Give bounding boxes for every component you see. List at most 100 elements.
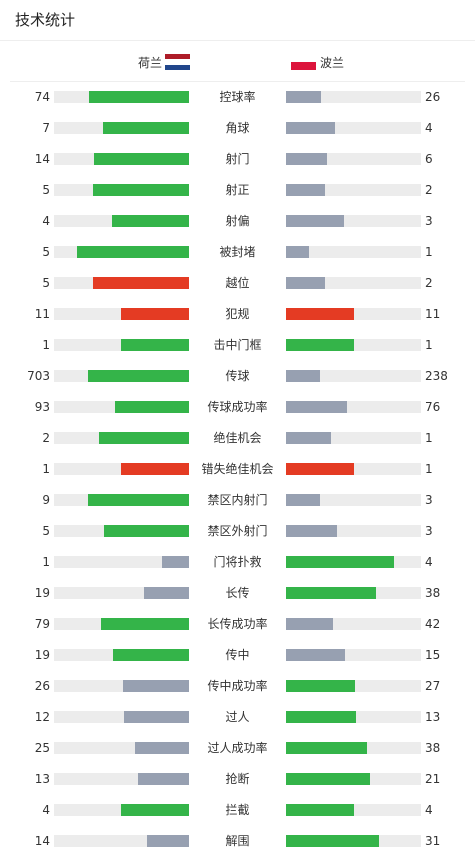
away-bar-track bbox=[286, 153, 421, 165]
away-value: 4 bbox=[425, 803, 433, 817]
home-value: 12 bbox=[34, 710, 50, 724]
home-bar-track bbox=[54, 494, 189, 506]
stat-label: 击中门框 bbox=[213, 338, 262, 352]
home-bar-fill bbox=[121, 339, 189, 351]
stat-row: 5 禁区外射门 3 bbox=[0, 516, 475, 547]
home-bar-fill bbox=[93, 277, 189, 289]
away-bar-track bbox=[286, 184, 421, 196]
stat-label: 绝佳机会 bbox=[213, 431, 262, 445]
home-bar-track bbox=[54, 711, 189, 723]
home-value: 7 bbox=[42, 121, 50, 135]
away-bar-fill bbox=[286, 525, 337, 537]
away-value: 3 bbox=[425, 524, 433, 538]
away-bar-fill bbox=[286, 711, 356, 723]
away-bar-track bbox=[286, 91, 421, 103]
stat-label: 传中成功率 bbox=[207, 679, 268, 693]
home-bar-track bbox=[54, 153, 189, 165]
away-bar-track bbox=[286, 525, 421, 537]
away-value: 15 bbox=[425, 648, 441, 662]
away-bar-track bbox=[286, 215, 421, 227]
home-bar-fill bbox=[77, 246, 189, 258]
away-bar-track bbox=[286, 835, 421, 847]
stat-label: 禁区内射门 bbox=[207, 493, 268, 507]
stat-row: 2 绝佳机会 1 bbox=[0, 423, 475, 454]
away-bar-fill bbox=[286, 742, 367, 754]
stat-row: 4 射偏 3 bbox=[0, 206, 475, 237]
away-bar-fill bbox=[286, 122, 335, 134]
away-value: 1 bbox=[425, 245, 433, 259]
stat-label: 控球率 bbox=[219, 90, 256, 104]
stat-label: 传中 bbox=[225, 648, 250, 662]
home-bar-track bbox=[54, 122, 189, 134]
stat-label: 错失绝佳机会 bbox=[201, 462, 274, 476]
stat-row: 26 传中成功率 27 bbox=[0, 671, 475, 702]
flag-stripe bbox=[291, 54, 316, 62]
home-value: 26 bbox=[34, 679, 50, 693]
home-bar-fill bbox=[88, 494, 189, 506]
home-bar-track bbox=[54, 308, 189, 320]
away-bar-fill bbox=[286, 680, 355, 692]
home-bar-track bbox=[54, 587, 189, 599]
away-bar-track bbox=[286, 618, 421, 630]
away-value: 11 bbox=[425, 307, 441, 321]
stat-label: 拦截 bbox=[225, 803, 250, 817]
stat-label: 犯规 bbox=[225, 307, 250, 321]
divider bbox=[10, 81, 465, 82]
home-bar-track bbox=[54, 339, 189, 351]
home-value: 19 bbox=[34, 648, 50, 662]
home-bar-track bbox=[54, 401, 189, 413]
stat-row: 93 传球成功率 76 bbox=[0, 392, 475, 423]
away-value: 2 bbox=[425, 183, 433, 197]
stat-row: 74 控球率 26 bbox=[0, 82, 475, 113]
away-bar-track bbox=[286, 339, 421, 351]
away-bar-track bbox=[286, 277, 421, 289]
away-bar-track bbox=[286, 587, 421, 599]
home-team: 荷兰 bbox=[138, 52, 190, 72]
home-team-name: 荷兰 bbox=[137, 55, 162, 70]
away-bar-track bbox=[286, 556, 421, 568]
home-bar-fill bbox=[89, 91, 189, 103]
away-bar-track bbox=[286, 401, 421, 413]
home-bar-track bbox=[54, 835, 189, 847]
home-bar-fill bbox=[121, 463, 189, 475]
home-value: 25 bbox=[34, 741, 50, 755]
away-team-name: 波兰 bbox=[320, 55, 345, 70]
away-value: 1 bbox=[425, 431, 433, 445]
home-bar-fill bbox=[104, 525, 189, 537]
home-bar-fill bbox=[121, 308, 189, 320]
home-value: 13 bbox=[34, 772, 50, 786]
home-value: 5 bbox=[42, 183, 50, 197]
away-bar-fill bbox=[286, 804, 354, 816]
flag-stripe bbox=[165, 59, 190, 65]
away-bar-track bbox=[286, 246, 421, 258]
home-bar-track bbox=[54, 618, 189, 630]
page-title: 技术统计 bbox=[15, 11, 76, 29]
stat-row: 1 击中门框 1 bbox=[0, 330, 475, 361]
home-bar-track bbox=[54, 742, 189, 754]
away-bar-fill bbox=[286, 556, 394, 568]
stat-row: 5 越位 2 bbox=[0, 268, 475, 299]
away-bar-track bbox=[286, 711, 421, 723]
away-bar-fill bbox=[286, 618, 333, 630]
stat-row: 25 过人成功率 38 bbox=[0, 733, 475, 764]
stat-label: 射偏 bbox=[225, 214, 250, 228]
stat-label: 过人成功率 bbox=[207, 741, 268, 755]
home-bar-fill bbox=[99, 432, 189, 444]
away-value: 1 bbox=[425, 462, 433, 476]
stat-row: 7 角球 4 bbox=[0, 113, 475, 144]
away-bar-fill bbox=[286, 370, 320, 382]
away-team: 波兰 bbox=[291, 52, 344, 72]
stat-label: 解围 bbox=[225, 834, 250, 848]
away-bar-track bbox=[286, 463, 421, 475]
home-bar-track bbox=[54, 246, 189, 258]
stat-label: 过人 bbox=[225, 710, 250, 724]
home-bar-track bbox=[54, 432, 189, 444]
away-bar-track bbox=[286, 649, 421, 661]
away-value: 38 bbox=[425, 741, 441, 755]
away-bar-fill bbox=[286, 432, 331, 444]
stat-label: 抢断 bbox=[225, 772, 250, 786]
away-bar-fill bbox=[286, 277, 325, 289]
home-value: 1 bbox=[42, 462, 50, 476]
stat-label: 射门 bbox=[225, 152, 250, 166]
stat-row: 14 射门 6 bbox=[0, 144, 475, 175]
